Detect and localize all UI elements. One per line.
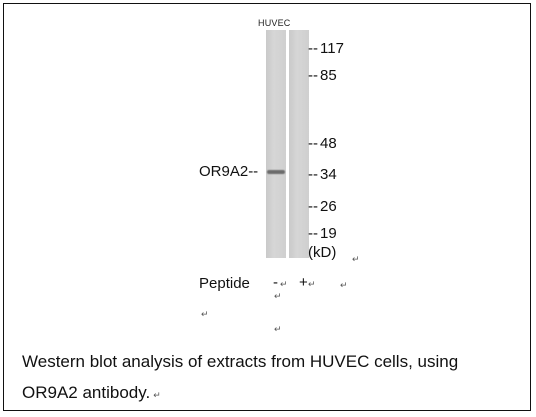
- marker-value: 26: [320, 198, 337, 215]
- marker-dash: --: [308, 198, 318, 215]
- return-mark: ↵: [340, 280, 348, 290]
- marker-117: -- 117: [308, 40, 344, 57]
- blot-lane-with-peptide: [289, 30, 309, 258]
- marker-value: 34: [320, 166, 337, 183]
- marker-dash: --: [308, 225, 318, 242]
- return-mark: ↵: [201, 309, 209, 319]
- marker-dash: --: [308, 40, 318, 57]
- marker-value: 85: [320, 67, 337, 84]
- marker-34: -- 34: [308, 166, 337, 183]
- peptide-label-text: Peptide: [199, 275, 250, 292]
- marker-value: 48: [320, 135, 337, 152]
- marker-26: -- 26: [308, 198, 337, 215]
- figure-frame: HUVEC -- 117 -- 85 -- 48 -- 34 -- 26 -- 19 (kD…: [3, 3, 531, 411]
- sample-label: HUVEC: [258, 18, 291, 28]
- caption-line-1: Western blot analysis of extracts from H…: [22, 352, 459, 371]
- return-mark: ↵: [308, 279, 316, 289]
- peptide-minus: -: [273, 274, 278, 291]
- protein-band: [267, 170, 285, 174]
- marker-dash: --: [308, 166, 318, 183]
- peptide-label: Peptide: [199, 275, 250, 292]
- figure-caption: Western blot analysis of extracts from H…: [22, 346, 522, 411]
- peptide-plus: +: [299, 274, 308, 291]
- marker-dash: --: [308, 67, 318, 84]
- protein-label: OR9A2--: [199, 163, 259, 180]
- marker-dash: --: [308, 135, 318, 152]
- marker-value: 19: [320, 225, 337, 242]
- caption-line-2-text: OR9A2 antibody.: [22, 383, 151, 402]
- unit-label: (kD): [308, 244, 337, 261]
- marker-85: -- 85: [308, 67, 337, 84]
- return-mark: ↵: [274, 291, 282, 301]
- blot-lane-no-peptide: [266, 30, 286, 258]
- marker-48: -- 48: [308, 135, 337, 152]
- return-mark: ↵: [153, 390, 161, 400]
- marker-value: 117: [320, 40, 344, 57]
- marker-19: -- 19: [308, 225, 337, 242]
- return-mark: ↵: [280, 279, 288, 289]
- return-mark: ↵: [274, 324, 282, 334]
- caption-line-2: OR9A2 antibody. ↵: [22, 377, 522, 411]
- return-mark: ↵: [352, 254, 360, 264]
